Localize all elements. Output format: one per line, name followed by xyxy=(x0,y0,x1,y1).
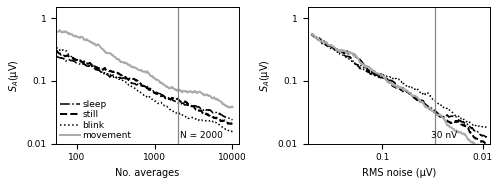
movement xyxy=(54,31,60,33)
blink xyxy=(74,59,80,61)
sleep xyxy=(111,75,117,77)
still xyxy=(230,122,235,125)
sleep xyxy=(54,55,60,57)
still xyxy=(74,60,80,62)
still xyxy=(182,101,188,103)
Line: sleep: sleep xyxy=(56,56,233,120)
still xyxy=(180,101,186,103)
movement xyxy=(181,90,187,92)
Y-axis label: $S_A$(μV): $S_A$(μV) xyxy=(7,59,21,92)
blink xyxy=(164,106,170,108)
still xyxy=(228,123,234,125)
sleep xyxy=(181,103,187,105)
Line: movement: movement xyxy=(56,30,233,107)
still xyxy=(54,49,60,52)
movement xyxy=(75,36,81,38)
sleep xyxy=(182,104,188,106)
blink xyxy=(230,131,235,133)
sleep xyxy=(164,98,170,100)
movement xyxy=(111,56,117,58)
blink xyxy=(110,76,116,79)
blink xyxy=(182,115,188,118)
blink xyxy=(54,46,60,49)
blink xyxy=(180,115,186,117)
still xyxy=(164,97,170,100)
Text: N = 2000: N = 2000 xyxy=(180,131,223,140)
movement xyxy=(124,62,130,65)
movement xyxy=(228,106,234,109)
X-axis label: No. averages: No. averages xyxy=(116,168,180,178)
Line: still: still xyxy=(56,51,233,124)
X-axis label: RMS noise (μV): RMS noise (μV) xyxy=(362,168,436,178)
Text: 30 nV: 30 nV xyxy=(432,131,458,140)
sleep xyxy=(75,62,81,65)
movement xyxy=(182,90,188,92)
still xyxy=(123,77,129,79)
blink xyxy=(123,81,129,84)
Line: blink: blink xyxy=(56,48,233,132)
sleep xyxy=(54,55,60,57)
movement xyxy=(57,29,63,31)
still xyxy=(110,71,116,73)
movement xyxy=(164,86,170,88)
Legend: sleep, still, blink, movement: sleep, still, blink, movement xyxy=(59,99,132,141)
sleep xyxy=(230,119,235,121)
sleep xyxy=(124,79,130,81)
Y-axis label: $S_A$(μV): $S_A$(μV) xyxy=(258,59,272,92)
movement xyxy=(230,106,235,108)
